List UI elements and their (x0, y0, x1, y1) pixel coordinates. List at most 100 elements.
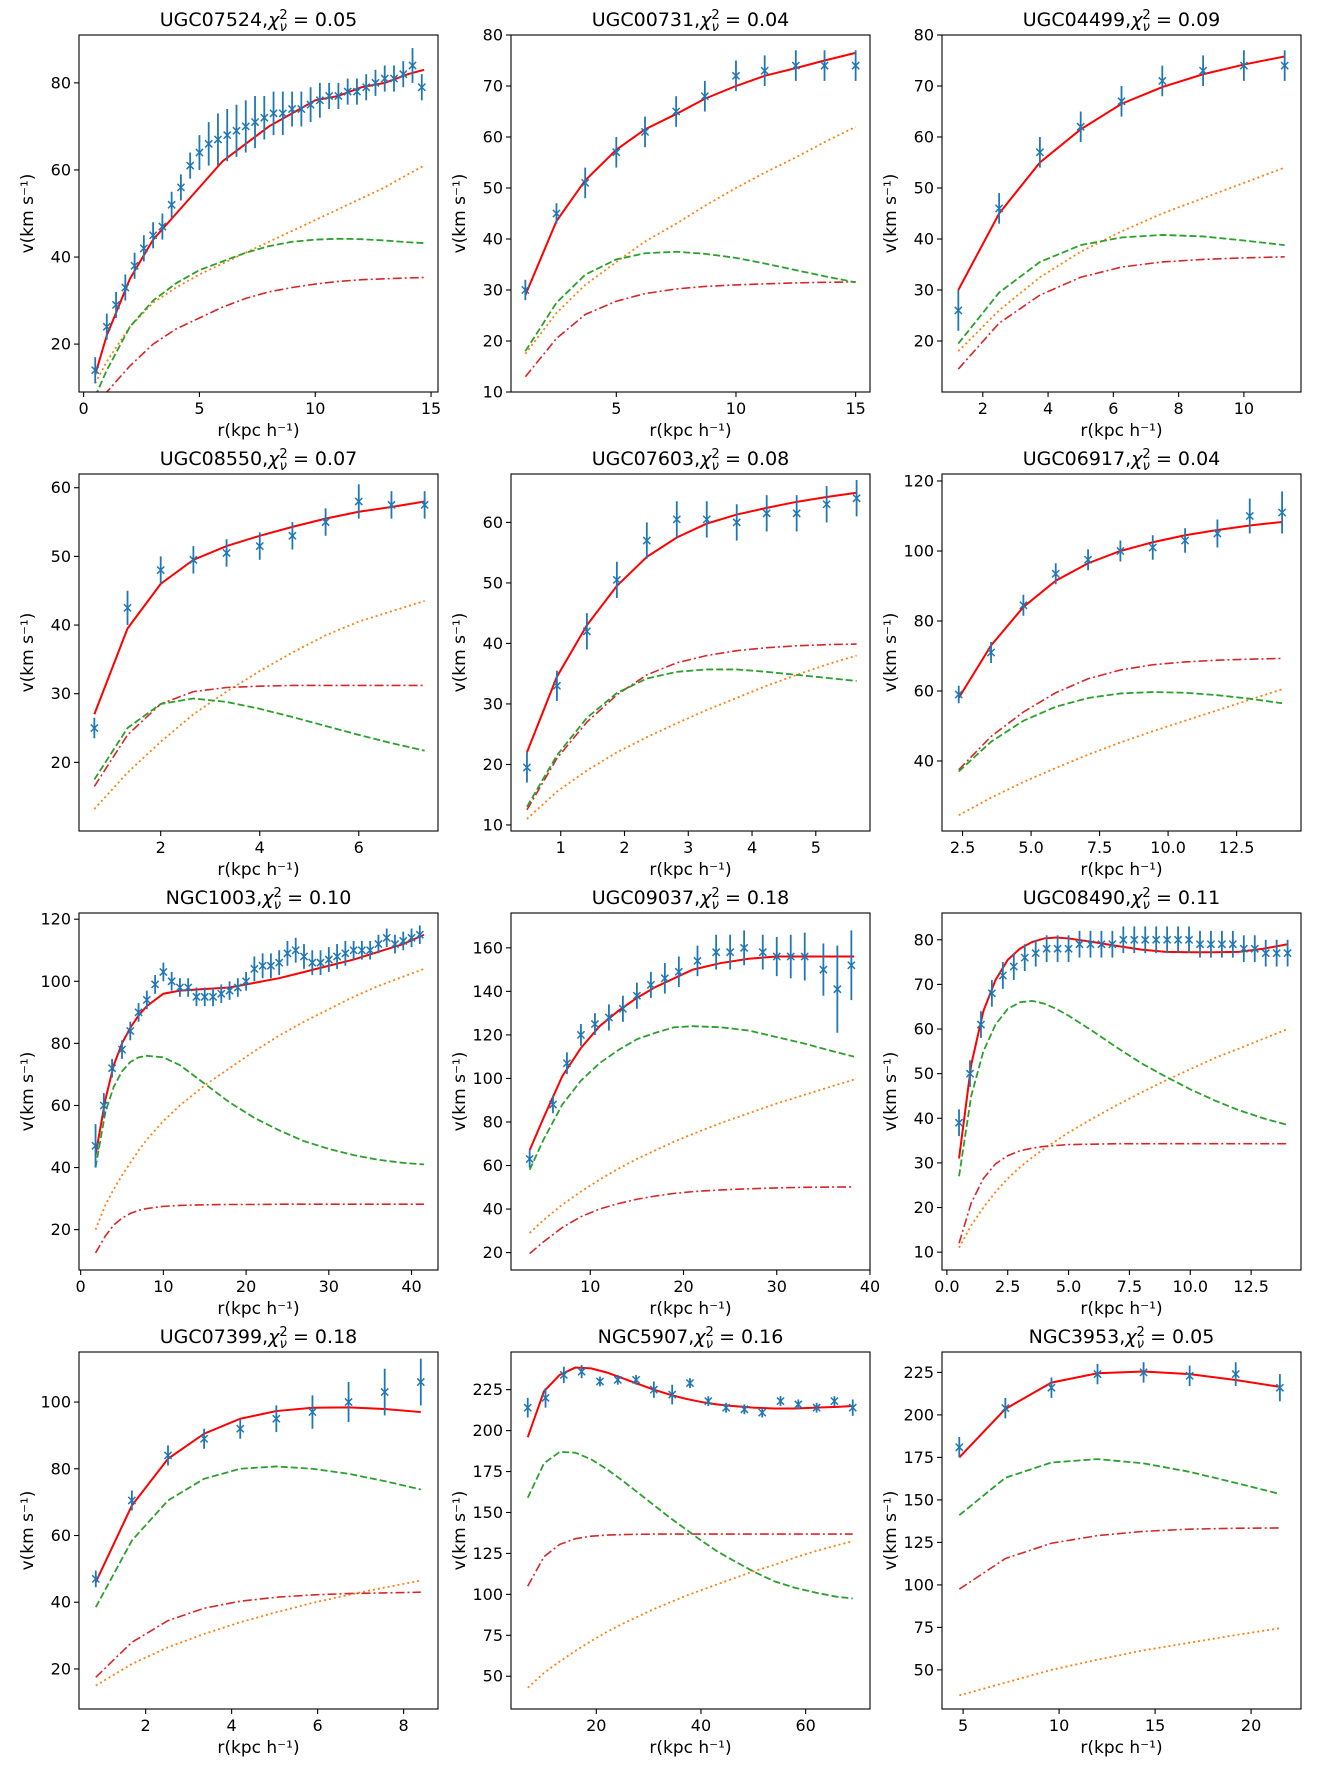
x-marker (954, 306, 963, 315)
axes-frame (510, 473, 871, 832)
data-point (833, 945, 842, 1033)
data-point (1239, 935, 1248, 963)
y-tick-label: 20 (914, 1198, 934, 1217)
y-axis-label: v(km s⁻¹) (18, 613, 38, 693)
data-point (416, 1358, 425, 1406)
x-marker (965, 1069, 975, 1078)
y-tick-label: 80 (914, 930, 934, 949)
x-tick-label: 20 (1241, 1716, 1261, 1735)
data-point (308, 950, 317, 976)
x-marker (352, 87, 362, 96)
x-tick-label: 7.5 (1117, 1277, 1142, 1296)
data-point (1075, 930, 1084, 958)
y-tick-label: 150 (903, 1490, 934, 1509)
data-point (590, 1013, 600, 1035)
x-tick-label: 5 (811, 838, 821, 857)
y-tick-label: 30 (51, 684, 71, 703)
data-point (612, 137, 621, 168)
y-tick-label: 150 (472, 1503, 503, 1522)
data-point (297, 91, 306, 127)
data-point (278, 91, 287, 136)
x-marker (792, 509, 801, 518)
data-point (315, 82, 325, 118)
x-marker (1163, 935, 1172, 944)
x-marker (595, 1377, 605, 1386)
data-point (121, 274, 130, 301)
x-tick-label: 6 (1108, 399, 1118, 418)
x-marker (548, 1100, 558, 1109)
x-marker (1119, 935, 1128, 944)
data-point (325, 82, 334, 110)
x-marker (126, 1026, 135, 1036)
data-point (258, 953, 267, 979)
x-marker (389, 74, 399, 83)
data-point (702, 501, 711, 538)
x-marker (1001, 1403, 1010, 1413)
y-tick-label: 225 (903, 1363, 934, 1382)
x-marker (700, 92, 709, 101)
x-marker (576, 1030, 586, 1040)
x-marker (1275, 1383, 1285, 1392)
data-point (559, 1366, 568, 1384)
axes-frame (78, 1351, 439, 1710)
x-marker (417, 83, 426, 92)
data-point (1119, 926, 1128, 954)
data-point (233, 978, 242, 997)
data-point (1280, 50, 1289, 81)
panel-ngc1003: NGC1003,χ2 ν = 0.10 0 10 20 30 40 20 40 60 80 100 12… (18, 886, 439, 1319)
x-marker (325, 91, 334, 101)
y-tick-label: 60 (51, 1526, 71, 1545)
y-tick-label: 80 (483, 26, 503, 45)
y-axis-label: v(km s⁻¹) (450, 613, 470, 693)
x-marker (1116, 546, 1125, 556)
data-point (672, 96, 681, 127)
observed-points (954, 926, 1292, 1137)
y-tick-label: 125 (903, 1533, 934, 1552)
data-point (998, 962, 1007, 989)
data-point (269, 91, 278, 136)
data-point (316, 950, 325, 976)
x-marker (167, 200, 176, 209)
data-point (954, 1109, 964, 1137)
curve-baryon-stellar (958, 1142, 1288, 1244)
curve-total (94, 68, 425, 375)
model-curves (526, 491, 857, 820)
x-marker (1053, 944, 1062, 953)
curve-halo (94, 1054, 425, 1168)
x-marker (618, 1004, 628, 1013)
x-marker (1009, 962, 1018, 971)
data-point (389, 65, 399, 92)
x-axis-label: r(kpc h⁻¹) (217, 860, 299, 880)
data-point (420, 491, 429, 519)
data-point (649, 1381, 658, 1398)
y-tick-label: 100 (472, 1585, 503, 1604)
data-point (792, 495, 801, 532)
x-marker (704, 1396, 713, 1406)
data-point (725, 934, 735, 970)
x-marker (987, 989, 997, 998)
x-tick-label: 2 (156, 838, 166, 857)
y-tick-label: 50 (914, 1660, 934, 1679)
data-point (523, 1397, 532, 1418)
data-point (986, 642, 996, 663)
x-marker (380, 74, 389, 83)
data-point (1086, 930, 1095, 958)
curve-total (958, 1370, 1281, 1459)
x-axis-label: r(kpc h⁻¹) (649, 421, 731, 441)
y-tick-label: 60 (483, 513, 503, 532)
x-marker (1245, 511, 1254, 521)
x-marker (791, 61, 800, 70)
y-tick-label: 10 (483, 383, 503, 402)
data-point (576, 1024, 586, 1046)
x-marker (167, 977, 176, 986)
data-point (1173, 926, 1183, 954)
curve-halo (957, 234, 1285, 345)
x-marker (357, 946, 367, 955)
panel-ngc5907: NGC5907,χ2 ν = 0.16 20 40 60 50 75 100 125 150 175… (450, 1325, 871, 1758)
data-point (415, 925, 424, 945)
data-point (399, 61, 408, 88)
x-marker (275, 958, 284, 967)
data-point (758, 934, 767, 970)
axes-frame (510, 34, 871, 393)
x-marker (1280, 61, 1289, 70)
